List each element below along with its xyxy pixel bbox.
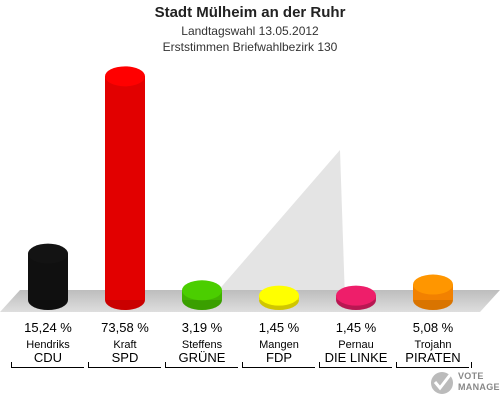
bar-spd	[105, 66, 145, 310]
party-separator-tick	[242, 362, 243, 368]
logo-text: VOTE MANAGER	[458, 371, 500, 393]
candidate-label: Pernau	[338, 339, 374, 351]
party-label: DIE LINKE	[324, 350, 388, 365]
bar-cdu	[28, 243, 68, 310]
party-separator-tick	[88, 362, 89, 368]
value-label: 1,45 %	[335, 320, 377, 335]
party-underline	[397, 367, 469, 368]
party-separator-tick	[396, 362, 397, 368]
chart-shadow	[210, 150, 345, 300]
party-separator-tick	[471, 362, 472, 368]
logo-text-line1: VOTE	[458, 371, 484, 381]
candidate-label: Mangen	[259, 339, 299, 351]
party-underline	[243, 367, 315, 368]
party-label: FDP	[266, 350, 292, 365]
chart-subtitle-date: Landtagswahl 13.05.2012	[181, 24, 319, 38]
chart-subtitle-district: Erststimmen Briefwahlbezirk 130	[162, 40, 338, 54]
bar-fdp	[259, 285, 299, 310]
logo-text-line2: MANAGER	[458, 382, 500, 392]
value-label: 1,45 %	[258, 320, 300, 335]
party-label: CDU	[33, 350, 63, 365]
candidate-label: Trojahn	[414, 339, 452, 351]
candidate-label: Kraft	[113, 339, 137, 351]
bar-piraten	[413, 274, 453, 310]
value-label: 3,19 %	[181, 320, 223, 335]
chart-title: Stadt Mülheim an der Ruhr	[154, 4, 346, 21]
bar-die-linke	[336, 285, 376, 310]
party-underline	[89, 367, 161, 368]
party-underline	[12, 367, 84, 368]
party-separator-tick	[11, 362, 12, 368]
checkmark-icon	[431, 372, 453, 394]
value-label: 15,24 %	[24, 320, 72, 335]
value-label: 73,58 %	[101, 320, 149, 335]
party-separator-tick	[319, 362, 320, 368]
party-label: GRÜNE	[178, 350, 226, 365]
party-underline	[320, 367, 392, 368]
vote-manager-logo: VOTE MANAGER	[428, 368, 500, 398]
value-label: 5,08 %	[412, 320, 454, 335]
party-underline	[166, 367, 238, 368]
candidate-label: Steffens	[181, 339, 223, 351]
candidate-label: Hendriks	[26, 339, 70, 351]
party-label: PIRATEN	[405, 350, 461, 365]
bar-grüne	[182, 280, 222, 310]
party-separator-tick	[165, 362, 166, 368]
party-label: SPD	[111, 350, 139, 365]
